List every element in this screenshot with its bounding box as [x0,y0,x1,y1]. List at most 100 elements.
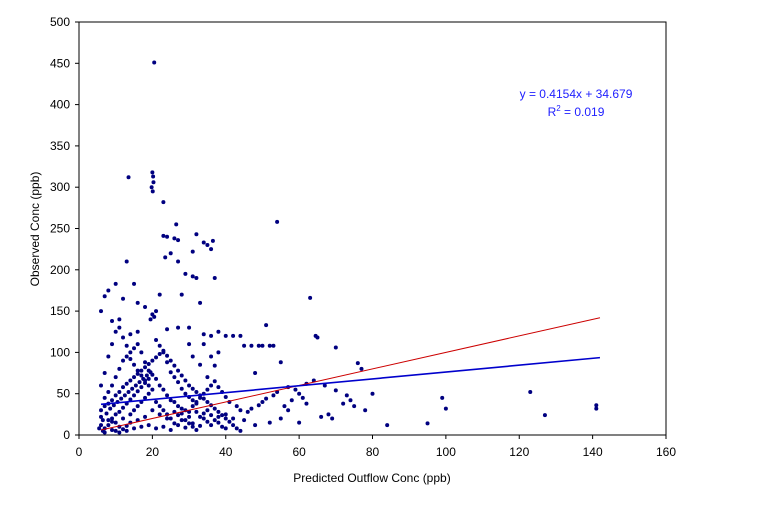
x-tick-label: 100 [436,445,456,459]
x-tick-label: 160 [656,445,676,459]
data-point [99,383,104,388]
data-point [110,383,115,388]
data-point [135,342,140,347]
data-point [139,373,144,378]
data-point [234,426,239,431]
data-point [148,370,153,375]
data-point [176,238,181,243]
data-point [183,391,188,396]
data-point [121,358,126,363]
data-point [223,412,228,417]
data-point [176,380,181,385]
data-point [122,393,127,398]
data-point [205,408,210,413]
data-point [151,174,156,179]
data-point [132,362,137,367]
data-point [132,408,137,413]
data-point [108,406,113,411]
data-point [212,418,217,423]
data-point [117,317,122,322]
data-point [190,398,195,403]
x-tick-label: 60 [292,445,306,459]
data-point [319,414,324,419]
data-point [333,345,338,350]
data-point [130,386,135,391]
r-squared-label: R2 = 0.019 [548,104,605,119]
data-point [238,333,243,338]
data-point [176,404,181,409]
x-tick-label: 120 [509,445,529,459]
data-point [117,409,122,414]
data-point [149,185,154,190]
data-point [223,333,228,338]
data-point [201,396,206,401]
data-point [322,383,327,388]
data-point [253,423,258,428]
data-point [161,233,166,238]
data-point [113,412,118,417]
data-point [330,416,335,421]
data-point [176,423,181,428]
data-point [183,418,188,423]
data-point [128,397,133,402]
data-point [190,421,195,426]
data-point [128,350,133,355]
data-point [341,401,346,406]
data-point [154,309,159,314]
data-point [97,426,102,431]
data-point [106,354,111,359]
data-point [157,383,162,388]
data-point [278,416,283,421]
data-point [126,390,131,395]
y-tick-label: 450 [50,56,70,70]
data-point [124,354,129,359]
data-point [194,276,199,281]
data-point [443,406,448,411]
data-point [151,180,156,185]
data-point [348,398,353,403]
data-point [370,391,375,396]
data-point [172,399,177,404]
data-point [198,414,203,419]
data-point [216,329,221,334]
y-tick-label: 250 [50,222,70,236]
data-point [143,360,148,365]
data-point [121,296,126,301]
data-point [176,259,181,264]
data-point [117,430,122,435]
data-point [212,363,217,368]
data-point [267,420,272,425]
data-point [139,350,144,355]
data-point [179,418,184,423]
data-point [110,428,115,433]
data-point [275,219,280,224]
y-tick-label: 500 [50,15,70,29]
data-point [106,423,111,428]
data-point [135,371,140,376]
data-point [168,416,173,421]
data-point [119,396,124,401]
data-point [100,418,105,423]
plot-area [78,21,667,436]
data-point [344,393,349,398]
data-point [154,376,159,381]
data-point [163,255,168,260]
data-point [141,376,146,381]
data-point [102,294,107,299]
data-point [201,416,206,421]
data-point [176,368,181,373]
data-point [124,259,129,264]
data-point [194,390,199,395]
data-point [190,249,195,254]
data-point [179,373,184,378]
data-point [135,389,140,394]
data-point [183,425,188,430]
data-point [190,354,195,359]
data-point [209,383,214,388]
data-point [198,423,203,428]
data-point [315,335,320,340]
data-point [183,271,188,276]
data-point [128,357,133,362]
data-point [238,408,243,413]
data-point [201,240,206,245]
